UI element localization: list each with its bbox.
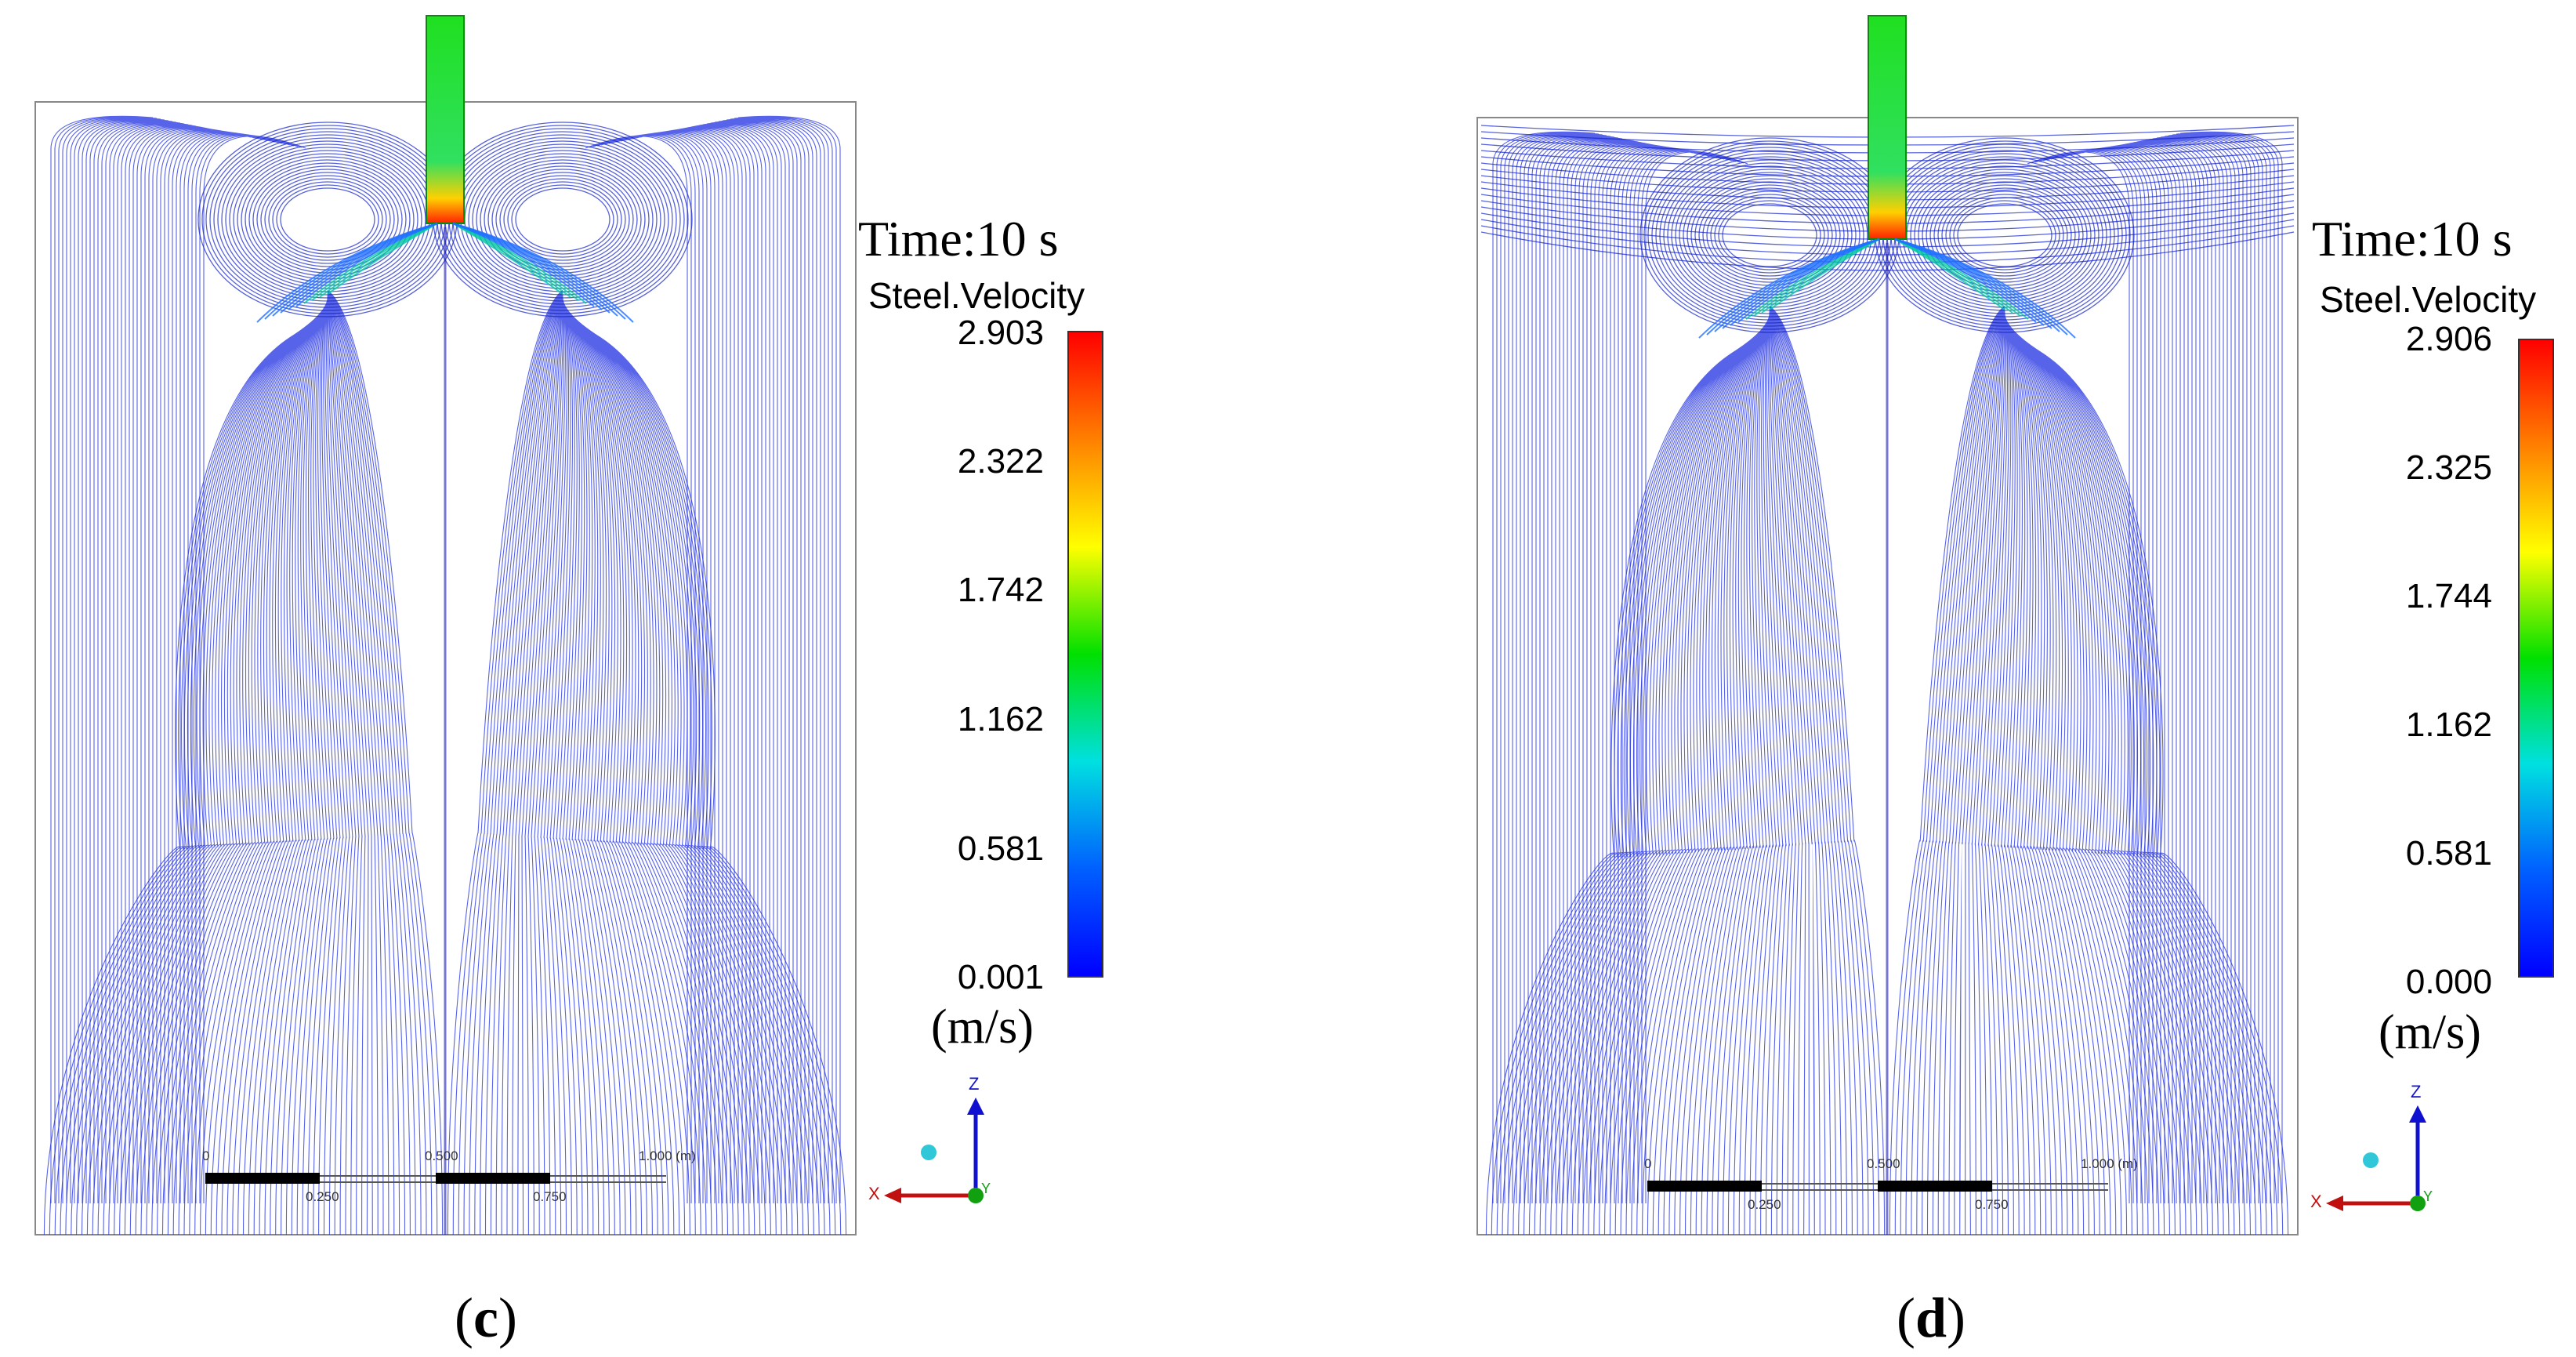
scale-bar-d: 0 0.500 1.000 (m) 0.250 0.750 [1644,1156,2138,1212]
panel-label-d: (d) [1897,1286,1966,1349]
colorbar-tick-c-1: 2.322 [957,442,1044,481]
colorbar-tick-d-4: 0.581 [2405,834,2492,873]
scale-segment-d-1 [1647,1181,1762,1192]
colorbar-tick-c-2: 1.742 [957,571,1044,609]
z-label-d: Z [2411,1082,2421,1101]
scale-label-d-4: 0.750 [1975,1197,2009,1212]
scale-segment-d-2 [1878,1181,1992,1192]
axis-triad-c: Z X Y [868,1074,991,1203]
scale-label-d-1: 0.500 [1867,1156,1900,1171]
colorbar-tick-c-5: 0.001 [957,958,1044,996]
scale-label-c-4: 0.750 [533,1189,567,1204]
unit-label-c: (m/s) [931,1000,1034,1054]
variable-label-d: Steel.Velocity [2320,279,2537,320]
scale-segment-c-2 [436,1173,550,1184]
colorbar-tick-d-0: 2.906 [2405,320,2492,358]
x-label-c: X [868,1184,880,1203]
colorbar-tick-c-4: 0.581 [957,829,1044,868]
panel-d: Time:10 s Steel.Velocity 2.906 2.325 1.7… [1442,0,2576,1357]
scale-label-c-1: 0.500 [425,1148,458,1163]
y-label-c: Y [981,1181,991,1196]
submerged-nozzle [426,15,465,224]
scale-bar-c: 0 0.500 1.000 (m) 0.250 0.750 [202,1148,696,1204]
x-arrow-icon-c [884,1188,901,1203]
submerged-nozzle [1868,15,1907,240]
colorbar-tick-c-3: 1.162 [957,700,1044,738]
scale-label-c-3: 0.250 [306,1189,339,1204]
scale-label-d-2: 1.000 (m) [2081,1156,2138,1171]
x-label-d: X [2310,1192,2322,1211]
colorbar-tick-d-3: 1.162 [2405,706,2492,744]
streamline-plot-d [1476,15,2299,1235]
time-label-d: Time:10 s [2312,211,2513,267]
colorbar-tick-d-1: 2.325 [2405,448,2492,487]
x-arrow-icon-d [2326,1196,2343,1211]
colorbar-tick-d-5: 0.000 [2405,963,2492,1001]
jet-fan [1698,238,2076,339]
colorbar-d [2518,339,2554,978]
jet-fan [256,223,634,323]
z-label-c: Z [969,1074,979,1094]
colorbar-c [1067,331,1103,978]
axis-sphere-icon-d [2363,1152,2379,1168]
panel-label-c: (c) [455,1286,517,1349]
variable-label-c: Steel.Velocity [868,275,1085,316]
y-axis-dot-icon-c [968,1188,984,1203]
colorbar-tick-d-2: 1.744 [2405,577,2492,615]
y-axis-dot-icon-d [2410,1196,2426,1211]
axis-triad-d: Z X Y [2310,1082,2433,1211]
panel-c: Time:10 s Steel.Velocity 2.903 2.322 1.7… [0,0,1113,1357]
colorbar-tick-c-0: 2.903 [957,314,1044,352]
streamline-plot-c [34,15,857,1235]
time-label-c: Time:10 s [858,211,1059,267]
unit-label-d: (m/s) [2379,1006,2481,1059]
streamlines [43,115,847,1235]
scale-label-d-0: 0 [1644,1156,1651,1171]
z-arrow-icon-c [967,1098,984,1115]
scale-label-c-0: 0 [202,1148,209,1163]
axis-sphere-icon-c [921,1145,937,1160]
scale-segment-c-1 [205,1173,320,1184]
scale-label-c-2: 1.000 (m) [639,1148,696,1163]
z-arrow-icon-d [2409,1105,2426,1123]
y-label-d: Y [2423,1188,2433,1204]
scale-label-d-3: 0.250 [1748,1197,1781,1212]
